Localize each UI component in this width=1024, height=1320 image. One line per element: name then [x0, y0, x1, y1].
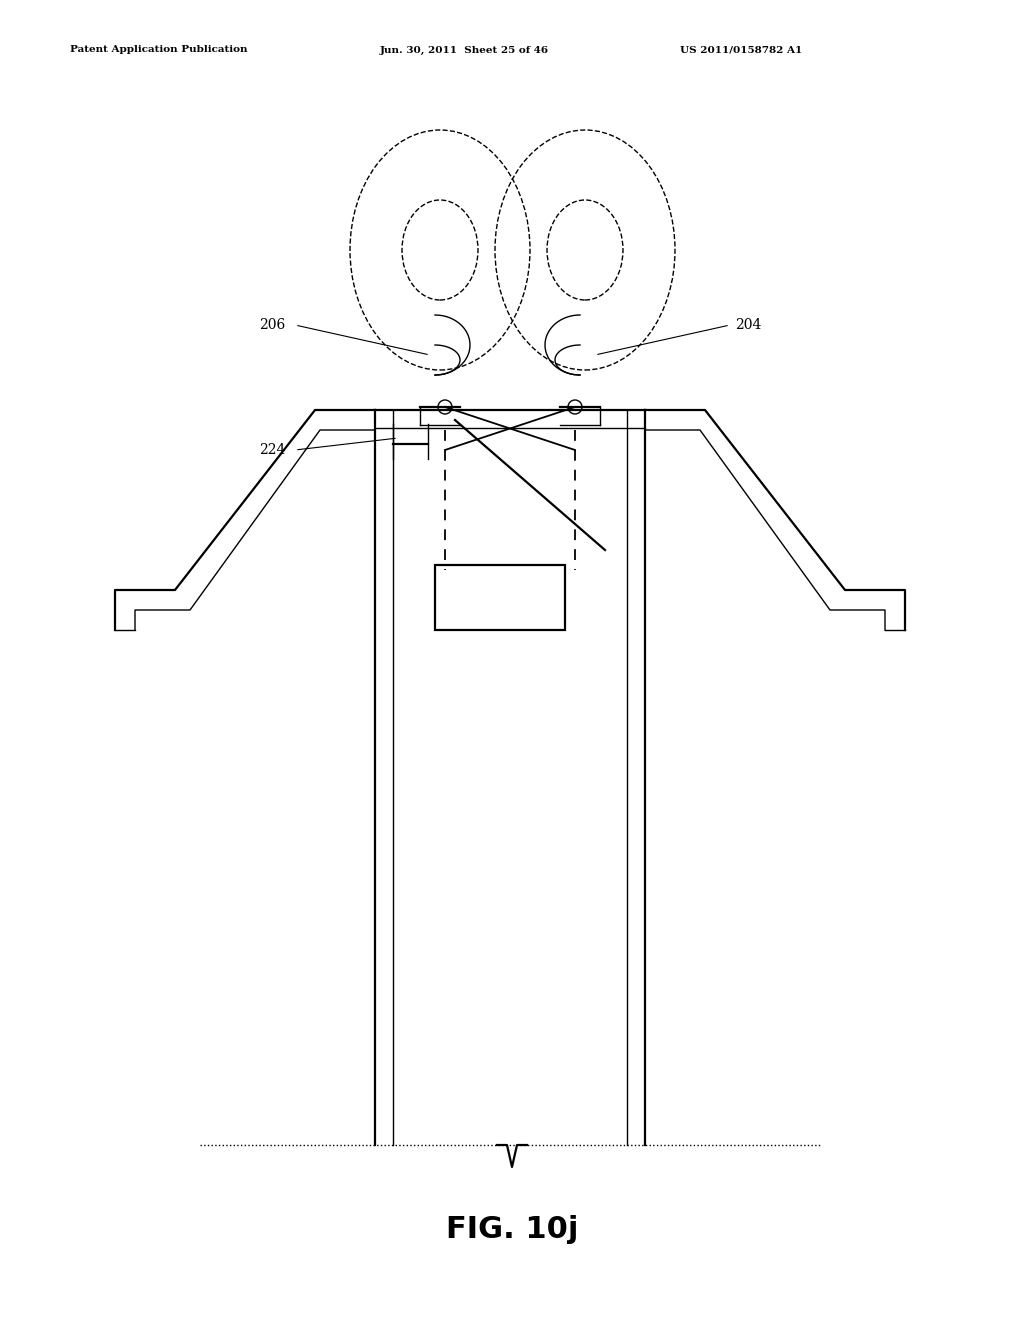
- Text: FIG. 10j: FIG. 10j: [445, 1216, 579, 1245]
- Text: US 2011/0158782 A1: US 2011/0158782 A1: [680, 45, 802, 54]
- Bar: [435, 565, 565, 630]
- Text: 204: 204: [735, 318, 762, 333]
- Text: 224: 224: [259, 444, 285, 457]
- Text: Patent Application Publication: Patent Application Publication: [70, 45, 248, 54]
- Text: 206: 206: [259, 318, 285, 333]
- Text: Jun. 30, 2011  Sheet 25 of 46: Jun. 30, 2011 Sheet 25 of 46: [380, 45, 549, 54]
